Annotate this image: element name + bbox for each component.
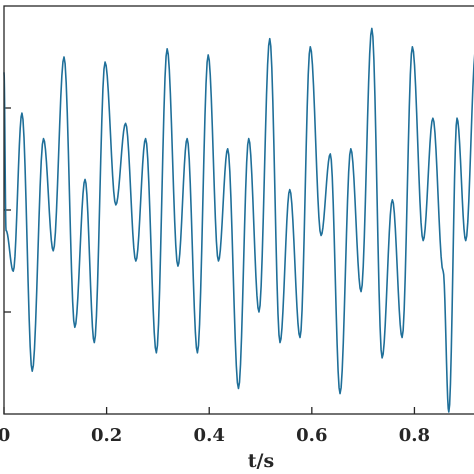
plot-frame <box>3 5 474 415</box>
x-tick-label: 0.8 <box>399 425 430 446</box>
x-tick-label: 0.6 <box>296 425 327 446</box>
x-tick-label: 0.4 <box>194 425 225 446</box>
x-tick-label: 0.2 <box>91 425 122 446</box>
x-tick-labels: 0 0.2 0.4 0.6 0.8 <box>0 425 430 446</box>
x-axis-label: t/s <box>248 450 274 472</box>
series-line <box>3 27 474 413</box>
x-tick-label: 0 <box>0 425 10 446</box>
